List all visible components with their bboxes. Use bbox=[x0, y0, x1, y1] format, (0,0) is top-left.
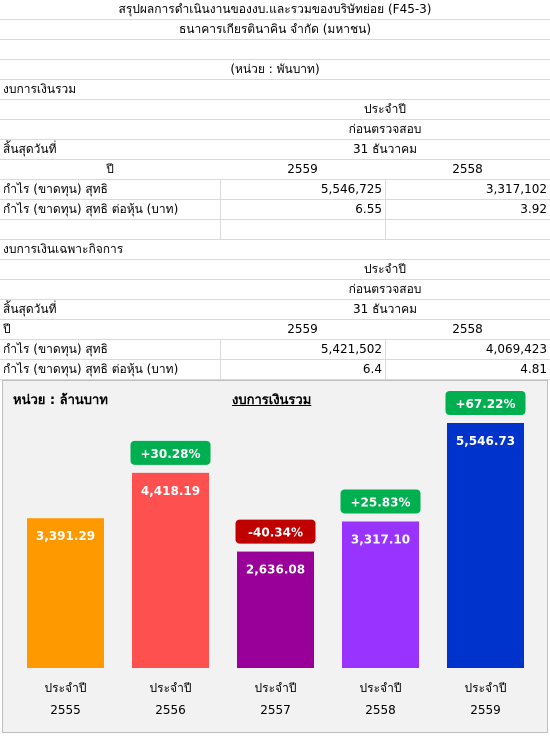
chart-bar[interactable] bbox=[447, 423, 524, 668]
chart-bar[interactable] bbox=[132, 472, 209, 668]
consolidated-section-row: งบการเงินรวม bbox=[0, 80, 550, 100]
change-badge bbox=[130, 440, 211, 465]
net-profit-label[interactable]: กำไร (ขาดทุน) สุทธิ bbox=[3, 182, 108, 196]
profit-chart[interactable]: หน่วย : ล้านบาท งบการเงินรวม 3,391.29 ประ… bbox=[2, 380, 548, 733]
separate-audit-row: ก่อนตรวจสอบ bbox=[0, 280, 550, 300]
chart-title: งบการเงินรวม bbox=[232, 393, 312, 408]
category-year-label: 2556 bbox=[155, 703, 186, 717]
category-year-label: 2558 bbox=[365, 703, 396, 717]
category-year-label: 2559 bbox=[470, 703, 501, 717]
consolidated-eps-row: กำไร (ขาดทุน) สุทธิ ต่อหุ้น (บาท) 6.55 3… bbox=[0, 200, 550, 220]
change-badge-label: +25.83% bbox=[350, 495, 410, 509]
consolidated-net-profit-row: กำไร (ขาดทุน) สุทธิ 5,546,725 3,317,102 bbox=[0, 180, 550, 200]
bar-value-label: 5,546.73 bbox=[456, 434, 515, 448]
category-prefix-label: ประจำปี bbox=[45, 681, 87, 695]
net-profit-label[interactable]: กำไร (ขาดทุน) สุทธิ bbox=[3, 342, 108, 356]
category-year-label: 2557 bbox=[260, 703, 291, 717]
company-name: ธนาคารเกียรตินาคิน จำกัด (มหาชน) bbox=[178, 22, 371, 36]
bar-value-label: 4,418.19 bbox=[141, 484, 200, 498]
change-badge bbox=[340, 489, 421, 514]
bar-value-label: 3,317.10 bbox=[351, 532, 410, 546]
eps-value-1[interactable]: 6.55 bbox=[355, 202, 382, 216]
separate-year-row: ปี 2559 2558 bbox=[0, 320, 550, 340]
blank-row bbox=[0, 220, 550, 240]
net-profit-value-1[interactable]: 5,546,725 bbox=[320, 182, 382, 196]
report-title: สรุปผลการดำเนินงานของงบ.และรวมของบริษัทย… bbox=[118, 2, 432, 16]
chart-canvas: 3,391.29 ประจำปี 2555 4,418.19 +30.28% ประจำป… bbox=[27, 391, 526, 717]
eps-value-1[interactable]: 6.4 bbox=[362, 362, 382, 376]
category-prefix-label: ประจำปี bbox=[465, 681, 507, 695]
unit-row: (หน่วย : พันบาท) bbox=[0, 60, 550, 80]
separate-period-end-row: สิ้นสุดวันที่ 31 ธันวาคม bbox=[0, 300, 550, 320]
chart-bar[interactable] bbox=[342, 521, 419, 668]
change-badge-label: +67.22% bbox=[455, 397, 515, 411]
change-badge-label: +30.28% bbox=[140, 447, 200, 461]
year-label[interactable]: ปี bbox=[3, 322, 11, 336]
change-badge bbox=[445, 391, 526, 415]
change-badge-label: -40.34% bbox=[248, 526, 303, 540]
year-label[interactable]: ปี bbox=[106, 162, 114, 176]
category-prefix-label: ประจำปี bbox=[150, 681, 192, 695]
net-profit-value-2[interactable]: 4,069,423 bbox=[485, 342, 547, 356]
eps-value-2[interactable]: 4.81 bbox=[520, 362, 547, 376]
chart-unit-label: หน่วย : ล้านบาท bbox=[13, 393, 108, 408]
eps-label[interactable]: กำไร (ขาดทุน) สุทธิ ต่อหุ้น (บาท) bbox=[3, 362, 179, 376]
net-profit-value-2[interactable]: 3,317,102 bbox=[485, 182, 547, 196]
separate-period-row: ประจำปี bbox=[0, 260, 550, 280]
eps-value-2[interactable]: 3.92 bbox=[520, 202, 547, 216]
period-end-value[interactable]: 31 ธันวาคม bbox=[352, 142, 418, 156]
bar-value-label: 2,636.08 bbox=[246, 563, 305, 577]
year-col-1[interactable]: 2559 bbox=[287, 322, 318, 336]
eps-label[interactable]: กำไร (ขาดทุน) สุทธิ ต่อหุ้น (บาท) bbox=[3, 202, 179, 216]
chart-bar[interactable] bbox=[237, 551, 314, 668]
category-year-label: 2555 bbox=[50, 703, 81, 717]
section-title[interactable]: งบการเงินเฉพาะกิจการ bbox=[3, 242, 124, 256]
period-end-label[interactable]: สิ้นสุดวันที่ bbox=[3, 302, 57, 316]
bar-value-label: 3,391.29 bbox=[36, 529, 95, 543]
company-row: ธนาคารเกียรตินาคิน จำกัด (มหาชน) bbox=[0, 20, 550, 40]
period-label[interactable]: ประจำปี bbox=[364, 262, 406, 276]
title-row: สรุปผลการดำเนินงานของงบ.และรวมของบริษัทย… bbox=[0, 0, 550, 20]
period-end-label[interactable]: สิ้นสุดวันที่ bbox=[3, 142, 57, 156]
report-sheet: สรุปผลการดำเนินงานของงบ.และรวมของบริษัทย… bbox=[0, 0, 550, 380]
year-col-2[interactable]: 2558 bbox=[452, 162, 483, 176]
separate-section-row: งบการเงินเฉพาะกิจการ bbox=[0, 240, 550, 260]
chart-bar[interactable] bbox=[27, 518, 104, 668]
separate-eps-row: กำไร (ขาดทุน) สุทธิ ต่อหุ้น (บาท) 6.4 4.… bbox=[0, 360, 550, 380]
consolidated-period-row: ประจำปี bbox=[0, 100, 550, 120]
category-prefix-label: ประจำปี bbox=[255, 681, 297, 695]
separate-net-profit-row: กำไร (ขาดทุน) สุทธิ 5,421,502 4,069,423 bbox=[0, 340, 550, 360]
category-prefix-label: ประจำปี bbox=[360, 681, 402, 695]
section-title[interactable]: งบการเงินรวม bbox=[3, 82, 77, 96]
year-col-1[interactable]: 2559 bbox=[287, 162, 318, 176]
net-profit-value-1[interactable]: 5,421,502 bbox=[320, 342, 382, 356]
year-col-2[interactable]: 2558 bbox=[452, 322, 483, 336]
period-end-value[interactable]: 31 ธันวาคม bbox=[352, 302, 418, 316]
blank-row bbox=[0, 40, 550, 60]
consolidated-audit-row: ก่อนตรวจสอบ bbox=[0, 120, 550, 140]
unit-note: (หน่วย : พันบาท) bbox=[230, 62, 320, 76]
consolidated-period-end-row: สิ้นสุดวันที่ 31 ธันวาคม bbox=[0, 140, 550, 160]
period-label[interactable]: ประจำปี bbox=[364, 102, 406, 116]
consolidated-year-row: ปี 2559 2558 bbox=[0, 160, 550, 180]
change-badge bbox=[235, 519, 316, 544]
audit-label[interactable]: ก่อนตรวจสอบ bbox=[348, 282, 422, 296]
audit-label[interactable]: ก่อนตรวจสอบ bbox=[348, 122, 422, 136]
